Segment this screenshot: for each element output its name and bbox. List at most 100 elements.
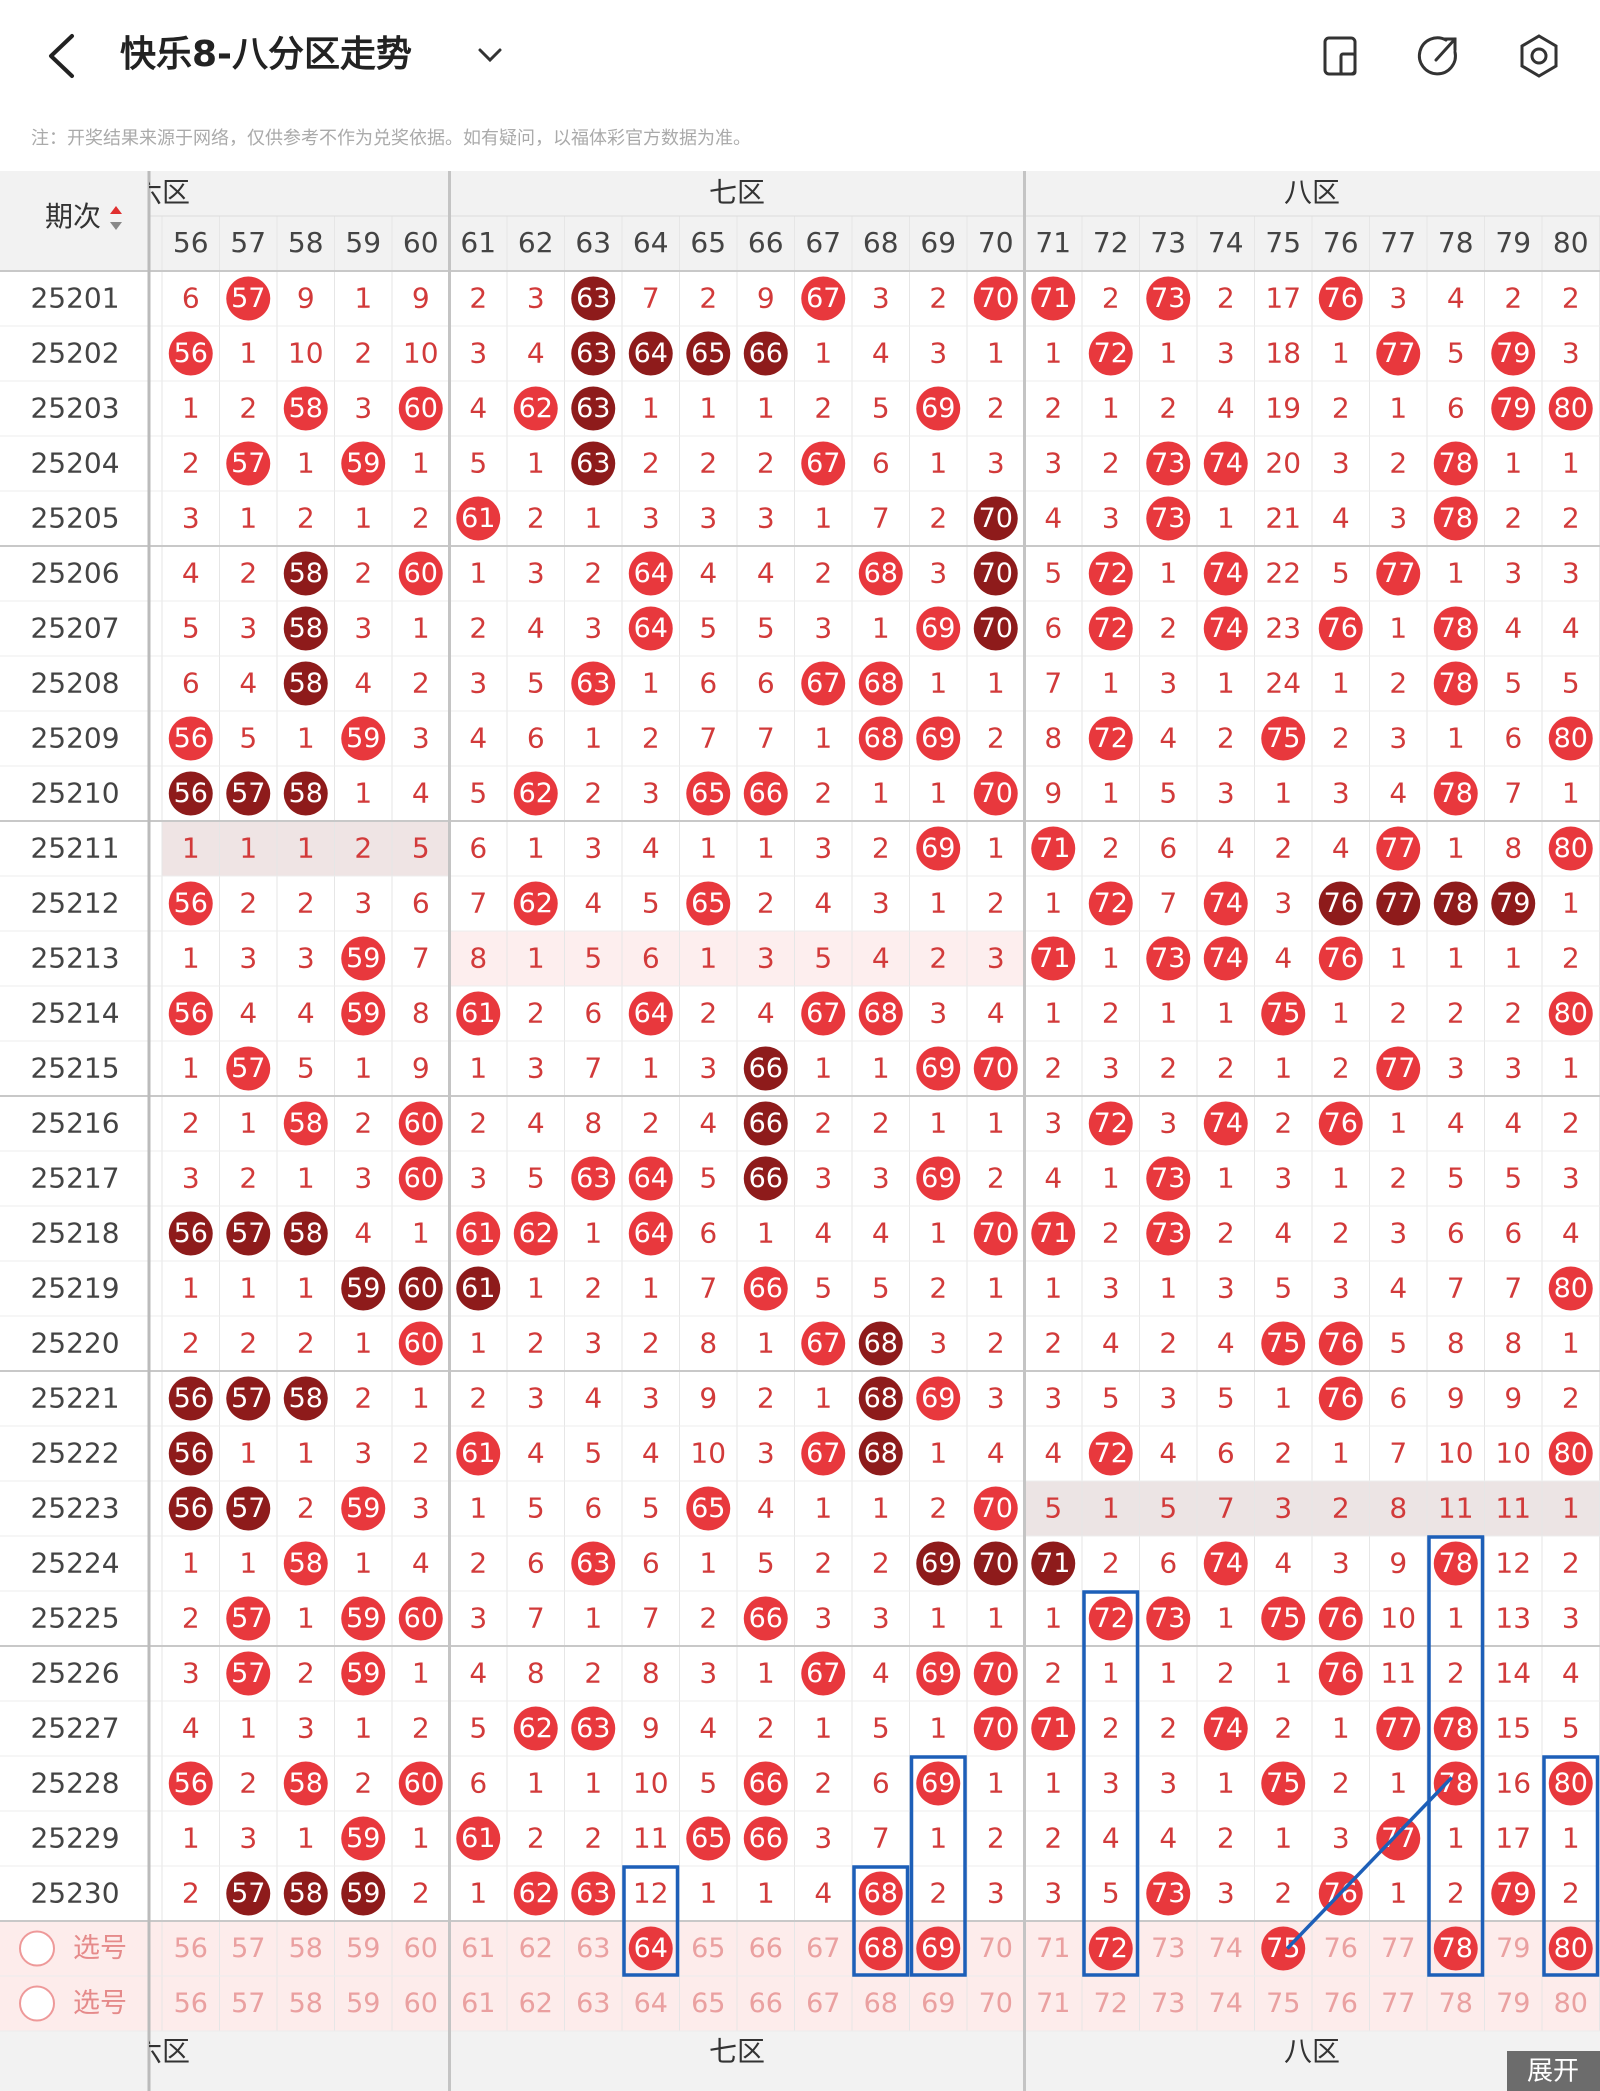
miss-count: 2 xyxy=(1332,392,1350,425)
hit-ball xyxy=(973,1486,1018,1531)
pick-number: 75 xyxy=(1266,1988,1300,2019)
hit-ball xyxy=(456,991,501,1036)
miss-count: 1 xyxy=(1159,997,1177,1030)
hit-ball xyxy=(1203,881,1248,926)
miss-count: 1 xyxy=(814,1492,832,1525)
miss-count: 3 xyxy=(469,667,487,700)
miss-count: 3 xyxy=(1102,1272,1120,1305)
hit-ball xyxy=(1376,1046,1421,1091)
miss-count: 5 xyxy=(1447,337,1465,370)
consecutive-ball xyxy=(743,1046,788,1091)
pick-number: 75 xyxy=(1266,1933,1300,1964)
miss-count: 4 xyxy=(1159,722,1177,755)
issue-number: 25205 xyxy=(30,502,119,535)
ball-number: 74 xyxy=(1209,888,1243,919)
miss-count: 2 xyxy=(1332,1217,1350,1250)
ball-number: 59 xyxy=(346,1823,380,1854)
ball-number: 56 xyxy=(174,1768,208,1799)
ball-number: 77 xyxy=(1381,338,1415,369)
miss-count: 7 xyxy=(469,887,487,920)
column-number: 75 xyxy=(1265,226,1301,259)
ball-number: 72 xyxy=(1094,338,1128,369)
miss-count: 1 xyxy=(584,722,602,755)
miss-count: 2 xyxy=(1217,282,1235,315)
hit-ball xyxy=(1146,1871,1191,1916)
miss-count: 1 xyxy=(239,337,257,370)
miss-count: 3 xyxy=(929,997,947,1030)
miss-count: 4 xyxy=(1562,1657,1580,1690)
miss-count: 3 xyxy=(1562,557,1580,590)
title-dropdown[interactable] xyxy=(478,48,502,63)
miss-count: 1 xyxy=(1562,447,1580,480)
layout-icon[interactable] xyxy=(1323,36,1357,76)
hit-ball xyxy=(801,991,846,1036)
miss-count: 10 xyxy=(690,1437,726,1470)
miss-count: 10 xyxy=(403,337,439,370)
miss-count: 3 xyxy=(469,1602,487,1635)
ball-number: 73 xyxy=(1151,943,1185,974)
miss-count: 7 xyxy=(872,1822,890,1855)
pick-number: 58 xyxy=(289,1988,323,2019)
miss-count: 1 xyxy=(929,777,947,810)
hit-ball xyxy=(1088,1101,1133,1146)
column-number: 58 xyxy=(288,226,324,259)
miss-count: 1 xyxy=(469,1052,487,1085)
hit-ball xyxy=(341,1596,386,1641)
miss-count: 3 xyxy=(1274,887,1292,920)
hit-ball xyxy=(858,716,903,761)
miss-count: 1 xyxy=(354,282,372,315)
miss-count: 2 xyxy=(182,447,200,480)
miss-count: 2 xyxy=(354,557,372,590)
expand-button-bg[interactable] xyxy=(1507,2051,1600,2091)
miss-count: 2 xyxy=(1274,1437,1292,1470)
ball-number: 65 xyxy=(691,1493,725,1524)
ball-number: 62 xyxy=(519,1713,553,1744)
miss-count: 2 xyxy=(1389,667,1407,700)
miss-count: 22 xyxy=(1265,557,1301,590)
settings-icon[interactable] xyxy=(1520,34,1558,78)
miss-count: 2 xyxy=(1217,722,1235,755)
miss-count: 1 xyxy=(1389,1877,1407,1910)
miss-count: 4 xyxy=(527,612,545,645)
miss-count: 4 xyxy=(1332,832,1350,865)
column-number: 69 xyxy=(920,226,956,259)
consecutive-ball xyxy=(283,606,328,651)
miss-count: 23 xyxy=(1265,612,1301,645)
ball-number: 57 xyxy=(231,283,265,314)
back-button[interactable] xyxy=(49,34,74,78)
column-number: 67 xyxy=(805,226,841,259)
miss-count: 7 xyxy=(527,1602,545,1635)
ball-number: 77 xyxy=(1381,1823,1415,1854)
ball-number: 60 xyxy=(404,1768,438,1799)
ball-number: 68 xyxy=(864,1438,898,1469)
miss-count: 3 xyxy=(814,1822,832,1855)
miss-count: 2 xyxy=(1044,1657,1062,1690)
miss-count: 1 xyxy=(527,447,545,480)
miss-count: 2 xyxy=(1159,1052,1177,1085)
column-number: 72 xyxy=(1093,226,1129,259)
issue-number: 25214 xyxy=(30,997,119,1030)
miss-count: 3 xyxy=(872,282,890,315)
ball-number: 60 xyxy=(404,1328,438,1359)
miss-count: 1 xyxy=(469,1492,487,1525)
hit-ball xyxy=(686,771,731,816)
expand-button[interactable]: 展开 xyxy=(1527,2057,1579,2087)
miss-count: 1 xyxy=(1102,1492,1120,1525)
column-number: 56 xyxy=(173,226,209,259)
miss-count: 3 xyxy=(182,502,200,535)
miss-count: 1 xyxy=(1044,1767,1062,1800)
share-icon[interactable] xyxy=(1417,36,1457,76)
miss-count: 3 xyxy=(1332,1272,1350,1305)
hit-ball xyxy=(398,1596,443,1641)
sort-up xyxy=(110,206,122,214)
miss-count: 2 xyxy=(239,1162,257,1195)
pick-number: 64 xyxy=(634,1933,668,1964)
miss-count: 10 xyxy=(1495,1437,1531,1470)
miss-count: 2 xyxy=(412,502,430,535)
column-number: 80 xyxy=(1553,226,1589,259)
issue-number: 25208 xyxy=(30,667,119,700)
miss-count: 6 xyxy=(642,942,660,975)
ball-number: 68 xyxy=(864,1383,898,1414)
miss-count: 7 xyxy=(642,282,660,315)
pick-number: 61 xyxy=(461,1933,495,1964)
